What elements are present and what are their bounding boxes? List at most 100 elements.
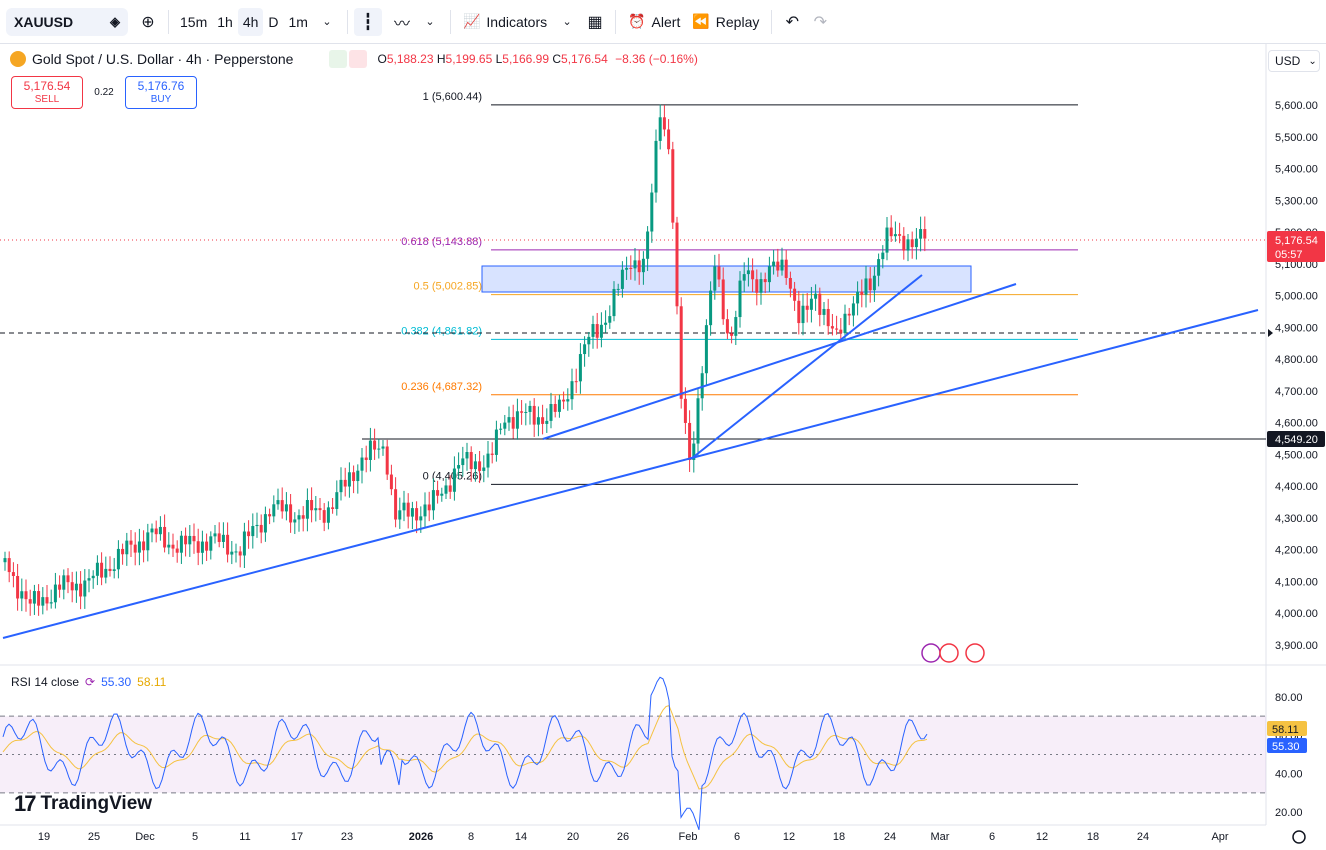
candle-body	[473, 461, 477, 470]
tradingview-logo: 17 TradingView	[14, 791, 152, 817]
indicators-icon: 📈	[462, 13, 481, 29]
candle-body	[553, 404, 557, 412]
candle-body	[856, 291, 860, 304]
candle-body	[688, 422, 692, 460]
us-flag-icon[interactable]	[921, 643, 941, 663]
layouts-icon[interactable]: ▦	[587, 13, 603, 31]
trendline[interactable]	[2, 309, 1259, 639]
symbol-label: XAUUSD	[14, 13, 74, 30]
candle-body	[20, 591, 24, 599]
gear-icon[interactable]	[1292, 830, 1306, 844]
economic-events[interactable]	[921, 643, 985, 663]
line-chart-icon[interactable]: 〰	[393, 15, 410, 33]
time-axis[interactable]: 19 25 Dec 5 11 17 23 2026 8 14 20 26 Feb 6 12 18 24 Mar 6 1…	[38, 831, 1229, 843]
candle-body	[87, 578, 91, 581]
time-tick-label: 12	[1036, 831, 1048, 843]
interval-d[interactable]: D	[268, 13, 279, 30]
candle-body	[906, 239, 910, 251]
candle-body	[58, 584, 62, 590]
candle-body	[28, 599, 32, 604]
price-tick-label: 4,500.00	[1275, 449, 1318, 461]
time-tick-label: 25	[88, 831, 100, 843]
candles-icon[interactable]: ┇	[353, 7, 382, 36]
us-flag-icon[interactable]	[965, 643, 985, 663]
replay-button[interactable]: ⏪ Replay	[686, 8, 765, 36]
fib-retracement[interactable]: 1 (5,600.44) 0.618 (5,143.88) 0.5 (5,002.8…	[401, 91, 1078, 485]
candle-body	[788, 277, 792, 289]
candle-body	[574, 381, 578, 383]
indicators-label: Indicators	[486, 13, 548, 30]
candle-body	[830, 326, 834, 329]
rsi-legend: RSI 14 close ⟳ 55.30 58.11	[11, 675, 166, 689]
sell-button[interactable]: 5,176.54 SELL	[11, 76, 83, 109]
interval-1h[interactable]: 1h	[217, 13, 233, 30]
candle-body	[322, 510, 326, 523]
fib-level-label: 0.236 (4,687.32)	[401, 381, 482, 393]
interval-15m[interactable]: 15m	[180, 13, 208, 30]
buy-button[interactable]: 5,176.76 BUY	[125, 76, 197, 109]
add-symbol-icon[interactable]: ⊕	[141, 13, 155, 31]
candle-body	[717, 266, 721, 280]
candle-body	[759, 279, 763, 293]
candle-body	[297, 515, 301, 520]
candle-body	[360, 457, 364, 471]
candle-body	[326, 507, 330, 523]
trendline[interactable]	[690, 274, 923, 460]
candle-body	[776, 261, 780, 271]
candle-body	[255, 524, 259, 527]
candle-body	[566, 399, 570, 402]
refresh-icon[interactable]: ⟳	[85, 675, 96, 689]
candle-body	[503, 422, 507, 429]
interval-dropdown-icon[interactable]: ⌄	[322, 16, 332, 28]
divider	[168, 9, 169, 34]
candle-body	[230, 551, 234, 555]
interval-4h[interactable]: 4h	[237, 7, 264, 36]
level-price-badge	[1267, 431, 1325, 447]
candle-body	[234, 551, 238, 553]
candle-body	[389, 474, 393, 490]
level-price-text: 4,549.20	[1275, 434, 1318, 446]
time-tick-label: 6	[989, 831, 995, 843]
time-tick-label: 12	[783, 831, 795, 843]
interval-1m[interactable]: 1m	[288, 13, 308, 30]
last-price-text: 5,176.54	[1275, 235, 1318, 247]
rsi-ma-badge	[1267, 721, 1307, 736]
candle-body	[881, 252, 885, 260]
candle-body	[268, 514, 272, 517]
redo-icon[interactable]: ↷	[813, 13, 828, 31]
symbol-search[interactable]: XAUUSD ◈	[6, 7, 128, 36]
candle-body	[667, 129, 671, 150]
undo-icon[interactable]: ↶	[785, 13, 800, 31]
open-value: 5,188.23	[386, 52, 434, 66]
candle-body	[599, 324, 603, 338]
price-tick-label: 5,400.00	[1275, 164, 1318, 176]
candle-body	[427, 504, 431, 511]
alert-button[interactable]: ⏰ Alert	[622, 8, 686, 36]
trendline[interactable]	[542, 283, 1017, 440]
chart-type-dropdown-icon[interactable]: ⌄	[425, 16, 435, 28]
candle-body	[608, 316, 612, 323]
compare-icon[interactable]: ◈	[110, 13, 120, 29]
currency-select[interactable]: USD ⌄	[1268, 50, 1320, 72]
price-axis[interactable]: 5,600.005,500.005,400.005,300.005,200.00…	[1275, 100, 1318, 652]
candle-body	[121, 548, 125, 555]
candle-body	[549, 404, 553, 421]
us-flag-icon[interactable]	[939, 643, 959, 663]
price-tick-label: 4,100.00	[1275, 576, 1318, 588]
candle-body	[721, 279, 725, 320]
candle-body	[578, 354, 582, 382]
candle-body	[70, 582, 74, 591]
high-value: 5,199.65	[445, 52, 493, 66]
indicators-button[interactable]: 📈 Indicators	[457, 8, 553, 36]
candle-body	[629, 267, 633, 269]
candle-body	[431, 490, 435, 511]
trendlines[interactable]	[2, 274, 1259, 639]
indicators-dropdown-icon[interactable]: ⌄	[562, 16, 572, 28]
supply-zone-rectangle[interactable]	[481, 265, 972, 293]
candle-body	[209, 536, 213, 551]
candle-body	[809, 298, 813, 310]
zones[interactable]	[0, 239, 1266, 440]
candle-body	[704, 325, 708, 374]
candle-body	[604, 322, 608, 325]
